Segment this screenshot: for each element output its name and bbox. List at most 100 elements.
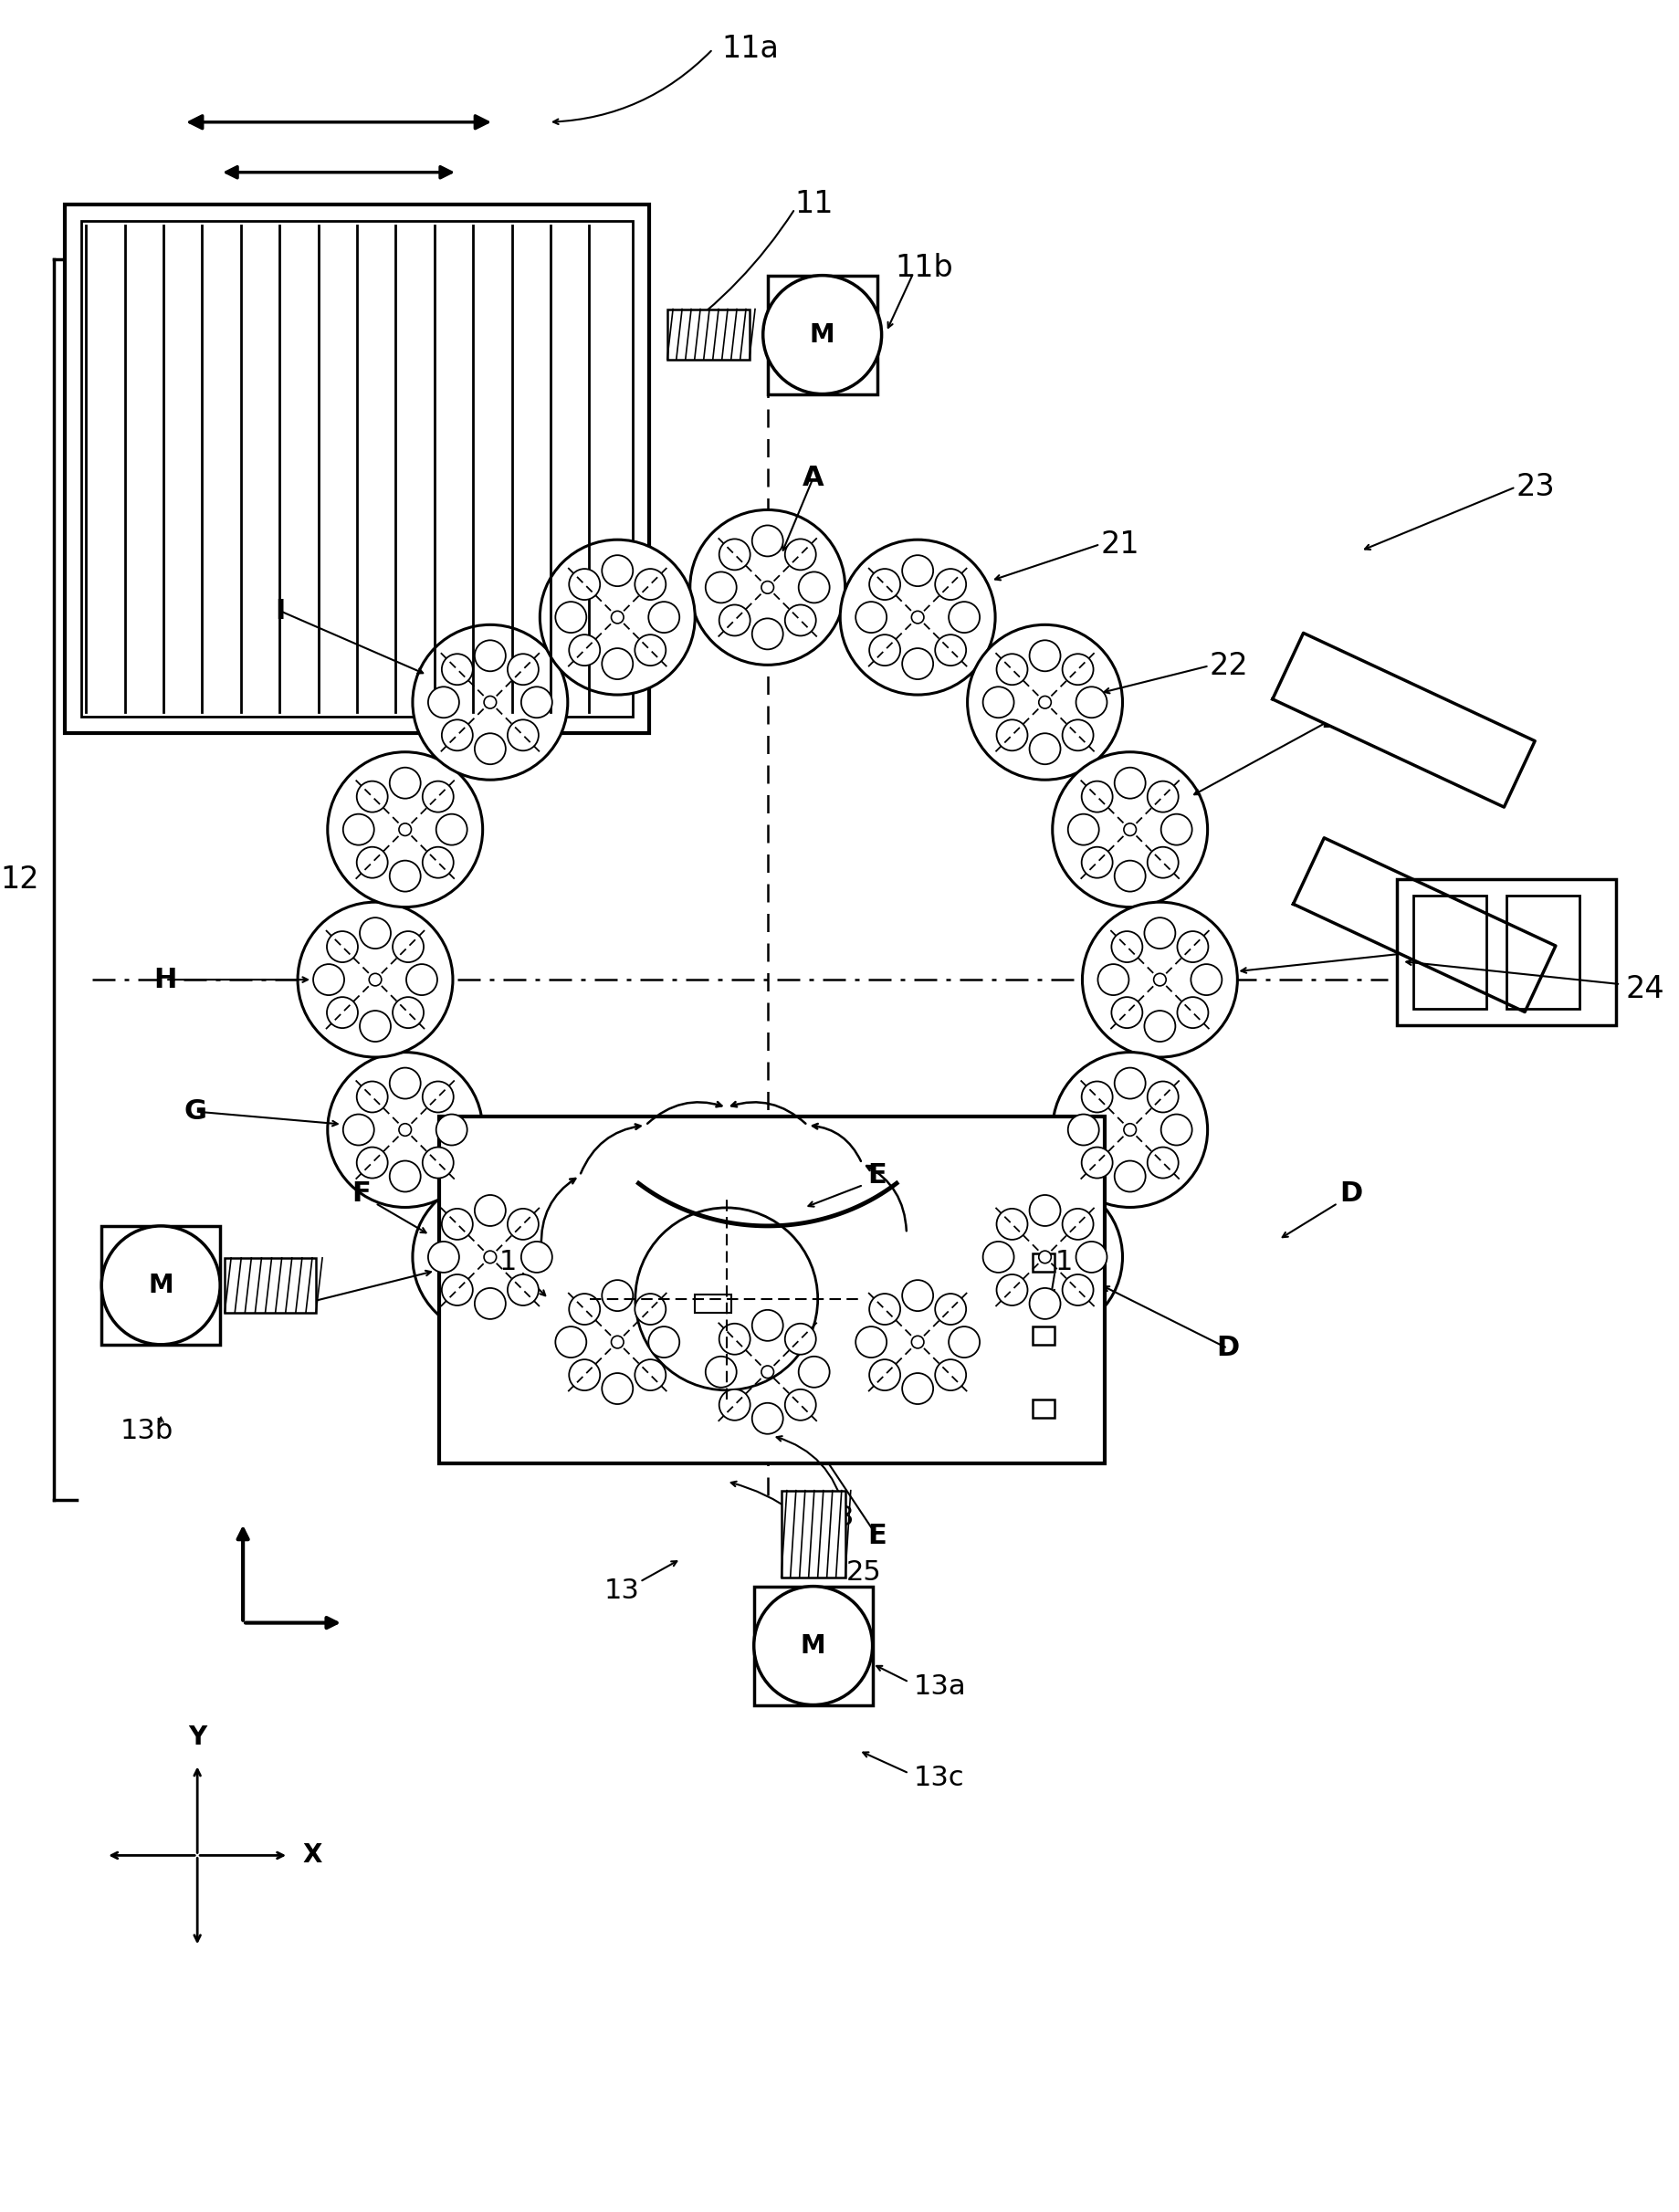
Circle shape — [1162, 1115, 1192, 1146]
Circle shape — [507, 1274, 539, 1305]
Circle shape — [393, 931, 423, 962]
Text: X: X — [302, 1843, 322, 1869]
Circle shape — [635, 1294, 667, 1325]
Circle shape — [870, 1294, 900, 1325]
Circle shape — [754, 1586, 873, 1705]
Circle shape — [1081, 1082, 1113, 1113]
Circle shape — [1029, 1287, 1061, 1318]
Text: 22: 22 — [1209, 650, 1247, 681]
Circle shape — [520, 1241, 552, 1272]
Circle shape — [752, 1402, 782, 1433]
Text: M: M — [148, 1272, 173, 1298]
Circle shape — [101, 1225, 220, 1345]
Bar — [767, 274, 876, 394]
Text: G: G — [185, 1099, 207, 1124]
Circle shape — [507, 719, 539, 750]
Circle shape — [786, 1389, 816, 1420]
Circle shape — [1111, 998, 1142, 1029]
Circle shape — [475, 734, 505, 765]
Circle shape — [1063, 1208, 1093, 1239]
Circle shape — [1068, 814, 1100, 845]
Text: A: A — [803, 465, 824, 491]
Circle shape — [569, 568, 599, 599]
Circle shape — [635, 568, 667, 599]
Circle shape — [343, 814, 374, 845]
Circle shape — [997, 719, 1028, 750]
Circle shape — [423, 847, 453, 878]
Circle shape — [902, 1374, 934, 1405]
Text: 25: 25 — [846, 1559, 881, 1586]
Circle shape — [1083, 902, 1237, 1057]
Circle shape — [705, 573, 737, 604]
Circle shape — [442, 655, 473, 686]
Circle shape — [856, 602, 887, 633]
Bar — [695, 1294, 730, 1312]
Circle shape — [442, 1208, 473, 1239]
Text: 1: 1 — [499, 1250, 517, 1276]
Circle shape — [327, 998, 358, 1029]
Circle shape — [393, 998, 423, 1029]
Circle shape — [603, 555, 633, 586]
Circle shape — [556, 602, 586, 633]
Circle shape — [1029, 639, 1061, 670]
Circle shape — [912, 611, 923, 624]
Circle shape — [1053, 752, 1207, 907]
Circle shape — [327, 931, 358, 962]
Circle shape — [475, 639, 505, 670]
Bar — [667, 310, 749, 358]
Circle shape — [705, 1356, 737, 1387]
Bar — [440, 1117, 1105, 1462]
Circle shape — [1162, 814, 1192, 845]
Circle shape — [635, 1208, 818, 1389]
Circle shape — [856, 1327, 887, 1358]
Circle shape — [343, 1115, 374, 1146]
Circle shape — [1081, 781, 1113, 812]
Circle shape — [1115, 860, 1145, 891]
Circle shape — [752, 619, 782, 650]
Circle shape — [690, 1294, 845, 1449]
Circle shape — [799, 573, 829, 604]
Circle shape — [840, 540, 996, 695]
Circle shape — [390, 1161, 421, 1192]
Circle shape — [520, 686, 552, 717]
Circle shape — [1111, 931, 1142, 962]
Circle shape — [997, 655, 1028, 686]
Circle shape — [484, 1250, 497, 1263]
Text: D: D — [1340, 1181, 1363, 1208]
Circle shape — [507, 655, 539, 686]
Circle shape — [369, 973, 381, 987]
Polygon shape — [1273, 633, 1535, 807]
Circle shape — [603, 648, 633, 679]
Circle shape — [1147, 1148, 1179, 1179]
Text: Y: Y — [188, 1725, 207, 1750]
Circle shape — [719, 604, 751, 635]
Text: F: F — [299, 1290, 317, 1316]
Circle shape — [359, 1011, 391, 1042]
Circle shape — [390, 768, 421, 799]
Circle shape — [569, 1294, 599, 1325]
Circle shape — [428, 686, 458, 717]
Text: D: D — [1216, 1336, 1239, 1363]
Circle shape — [752, 1310, 782, 1340]
Circle shape — [1063, 1274, 1093, 1305]
Bar — [1033, 1254, 1054, 1272]
Circle shape — [1123, 823, 1137, 836]
Circle shape — [356, 1148, 388, 1179]
Circle shape — [982, 686, 1014, 717]
Bar — [1033, 1327, 1054, 1345]
Circle shape — [935, 1294, 965, 1325]
Circle shape — [635, 635, 667, 666]
Text: 13a: 13a — [913, 1674, 965, 1699]
Circle shape — [1145, 1011, 1175, 1042]
Circle shape — [997, 1208, 1028, 1239]
Circle shape — [1076, 686, 1106, 717]
Circle shape — [786, 604, 816, 635]
Circle shape — [475, 1194, 505, 1225]
Circle shape — [1153, 973, 1167, 987]
Circle shape — [1081, 847, 1113, 878]
Text: 13b: 13b — [121, 1418, 173, 1444]
Circle shape — [1029, 1194, 1061, 1225]
Circle shape — [327, 1053, 482, 1208]
Circle shape — [1039, 1250, 1051, 1263]
Circle shape — [982, 1241, 1014, 1272]
